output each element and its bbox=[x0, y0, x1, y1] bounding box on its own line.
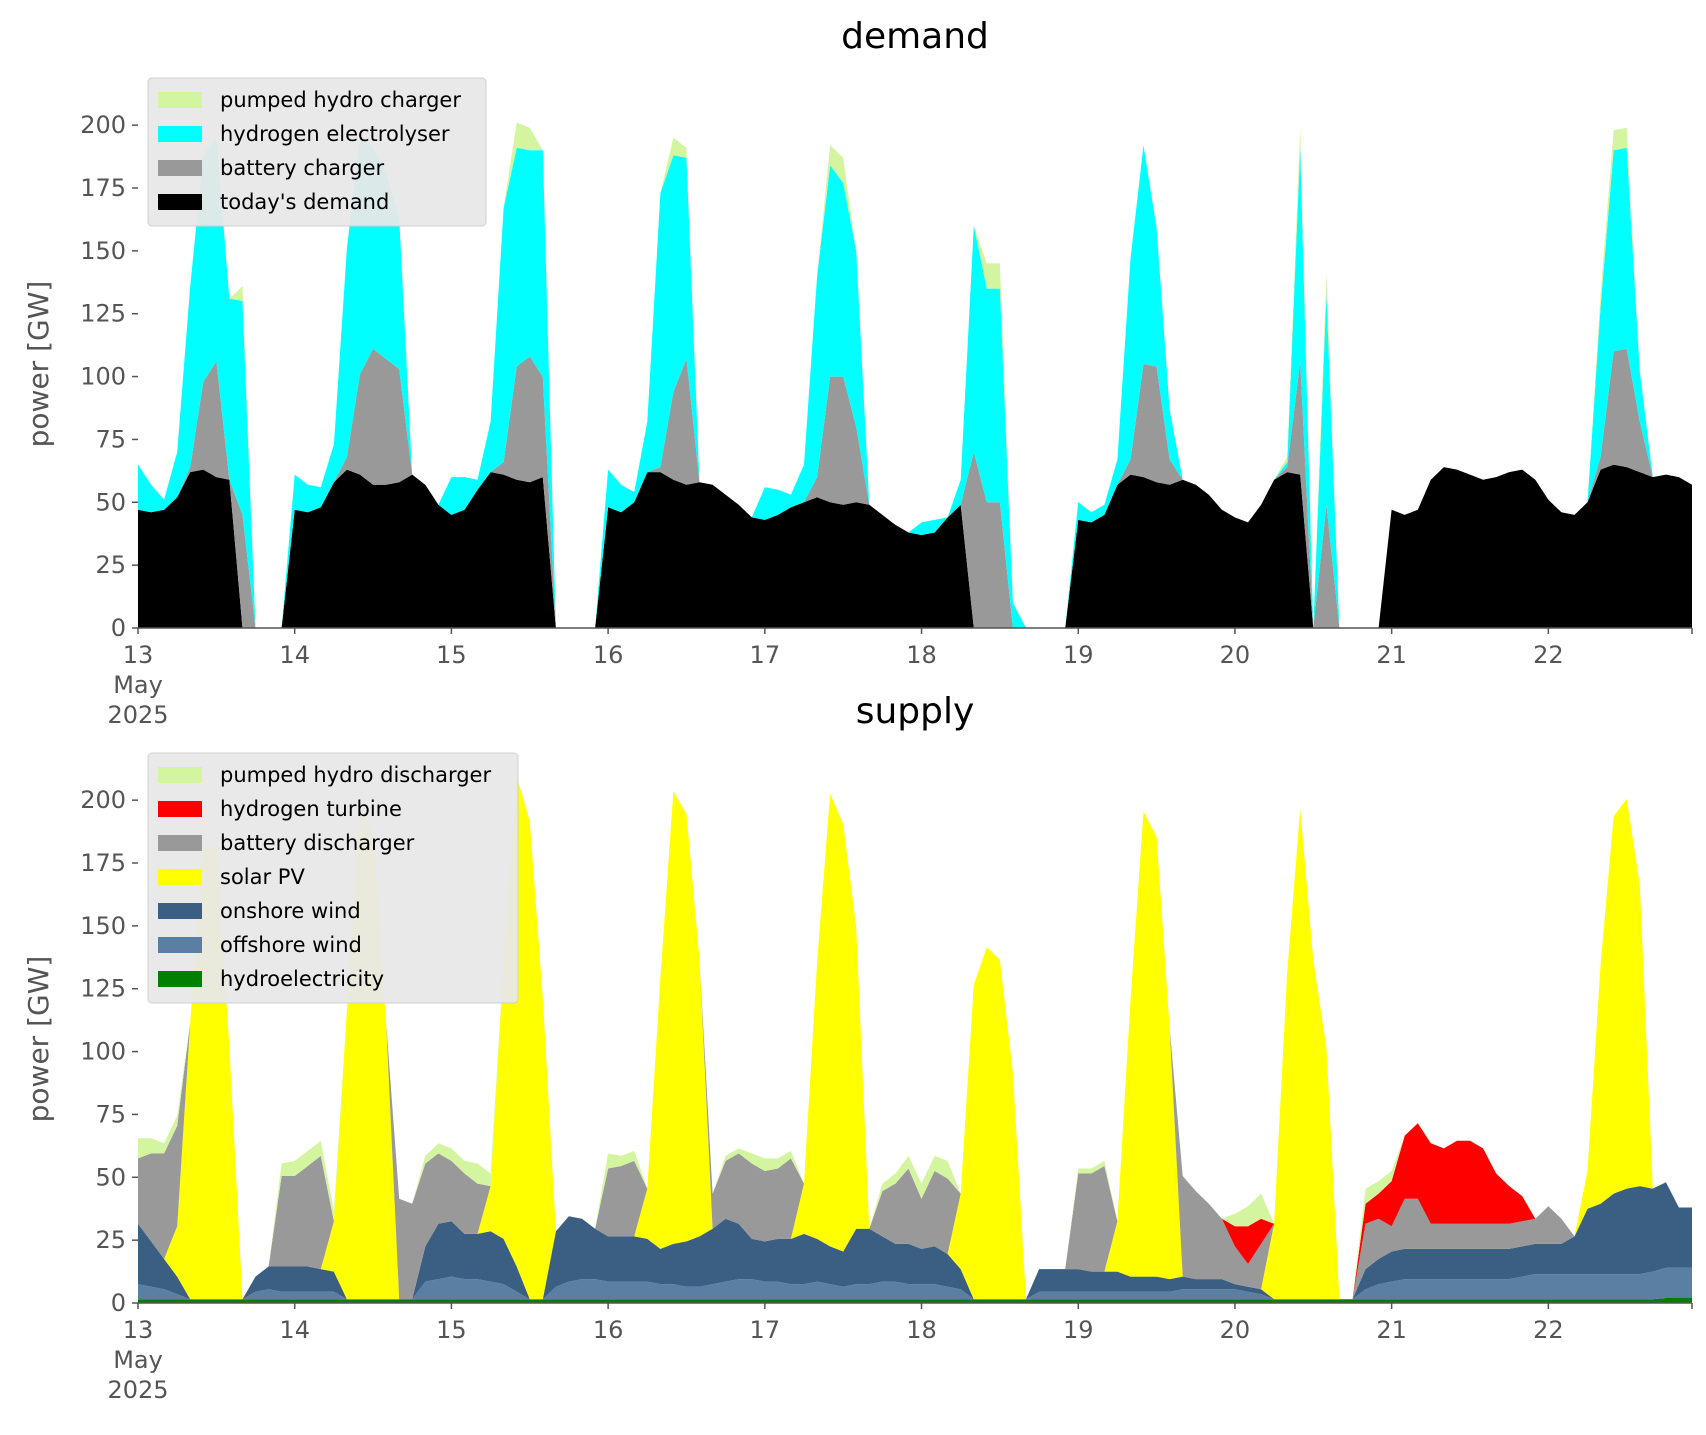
y-axis-label: power [GW] bbox=[22, 281, 55, 448]
y-tick-label: 150 bbox=[80, 237, 126, 265]
legend-label: hydrogen electrolyser bbox=[220, 122, 450, 146]
legend-label: solar PV bbox=[220, 865, 305, 889]
legend-label: today's demand bbox=[220, 190, 389, 214]
legend-swatch bbox=[158, 835, 202, 851]
series-area-hydrogen-electrolyser bbox=[138, 137, 1692, 628]
x-tick-label: 22 bbox=[1533, 641, 1564, 669]
x-tick-label: 17 bbox=[750, 641, 781, 669]
y-tick-label: 200 bbox=[80, 111, 126, 139]
series-area-solar-pv bbox=[138, 776, 1692, 1300]
legend: pumped hydro charger hydrogen electrolyse… bbox=[147, 77, 487, 227]
series-area-onshore-wind bbox=[138, 1182, 1692, 1300]
legend-label: hydrogen turbine bbox=[220, 797, 402, 821]
x-tick-label: 18 bbox=[906, 1316, 937, 1344]
x-tick-label: 16 bbox=[593, 1316, 624, 1344]
y-tick-label: 0 bbox=[111, 614, 126, 642]
y-tick-label: 75 bbox=[95, 1100, 126, 1128]
x-tick-label: 13 May 2025 bbox=[107, 1316, 168, 1404]
x-tick-label: 20 bbox=[1220, 641, 1251, 669]
y-tick-label: 75 bbox=[95, 425, 126, 453]
series-area-today-s-demand bbox=[138, 464, 1692, 628]
x-tick-label: 15 bbox=[436, 1316, 467, 1344]
legend-swatch bbox=[158, 869, 202, 885]
x-tick-label: 14 bbox=[279, 641, 310, 669]
x-tick-label: 22 bbox=[1533, 1316, 1564, 1344]
legend-box bbox=[147, 77, 487, 227]
legend-swatch bbox=[158, 903, 202, 919]
series-area-hydroelectricity bbox=[138, 1298, 1692, 1303]
series-area-battery-charger bbox=[138, 348, 1692, 628]
y-tick-label: 100 bbox=[80, 1038, 126, 1066]
legend-swatch bbox=[158, 126, 202, 142]
legend-swatch bbox=[158, 194, 202, 210]
legend-swatch bbox=[158, 801, 202, 817]
chart-title: demand bbox=[841, 16, 989, 57]
x-tick-label: 19 bbox=[1063, 1316, 1094, 1344]
legend: pumped hydro discharger hydrogen turbine b… bbox=[147, 752, 519, 1004]
legend-label: offshore wind bbox=[220, 933, 362, 957]
x-tick-label: 13 May 2025 bbox=[107, 641, 168, 729]
legend-label: battery discharger bbox=[220, 831, 415, 855]
x-tick-label: 14 bbox=[279, 1316, 310, 1344]
y-axis-label: power [GW] bbox=[22, 956, 55, 1123]
x-tick-label: 21 bbox=[1376, 641, 1407, 669]
legend-swatch bbox=[158, 767, 202, 783]
y-tick-label: 0 bbox=[111, 1289, 126, 1317]
y-tick-label: 50 bbox=[95, 1163, 126, 1191]
legend-label: battery charger bbox=[220, 156, 385, 180]
y-tick-label: 150 bbox=[80, 912, 126, 940]
x-tick-label: 17 bbox=[750, 1316, 781, 1344]
y-tick-label: 200 bbox=[80, 786, 126, 814]
y-tick-label: 25 bbox=[95, 551, 126, 579]
x-tick-label: 18 bbox=[906, 641, 937, 669]
x-tick-label: 20 bbox=[1220, 1316, 1251, 1344]
series-area-battery-discharger bbox=[138, 776, 1692, 1300]
legend-swatch bbox=[158, 92, 202, 108]
legend-box bbox=[147, 752, 519, 1004]
chart-panel-demand: demand power [GW] 0 25 50 75 100 125 150 175 200 13… bbox=[22, 16, 1693, 729]
legend-label: pumped hydro discharger bbox=[220, 763, 491, 787]
x-tick-label: 19 bbox=[1063, 641, 1094, 669]
legend-swatch bbox=[158, 937, 202, 953]
y-tick-label: 175 bbox=[80, 174, 126, 202]
x-tick-label: 15 bbox=[436, 641, 467, 669]
y-tick-label: 100 bbox=[80, 363, 126, 391]
legend-label: pumped hydro charger bbox=[220, 88, 461, 112]
x-tick-label: 16 bbox=[593, 641, 624, 669]
legend-label: hydroelectricity bbox=[220, 967, 384, 991]
y-tick-label: 50 bbox=[95, 488, 126, 516]
chart-title: supply bbox=[856, 691, 975, 732]
y-tick-label: 25 bbox=[95, 1226, 126, 1254]
chart-panel-supply: supply power [GW] 0 25 50 75 100 125 150 175 200 13… bbox=[22, 691, 1693, 1404]
legend-label: onshore wind bbox=[220, 899, 361, 923]
legend-swatch bbox=[158, 160, 202, 176]
y-tick-label: 175 bbox=[80, 849, 126, 877]
y-tick-label: 125 bbox=[80, 300, 126, 328]
x-tick-label: 21 bbox=[1376, 1316, 1407, 1344]
y-tick-label: 125 bbox=[80, 975, 126, 1003]
legend-swatch bbox=[158, 971, 202, 987]
series-area-offshore-wind bbox=[138, 1267, 1692, 1300]
